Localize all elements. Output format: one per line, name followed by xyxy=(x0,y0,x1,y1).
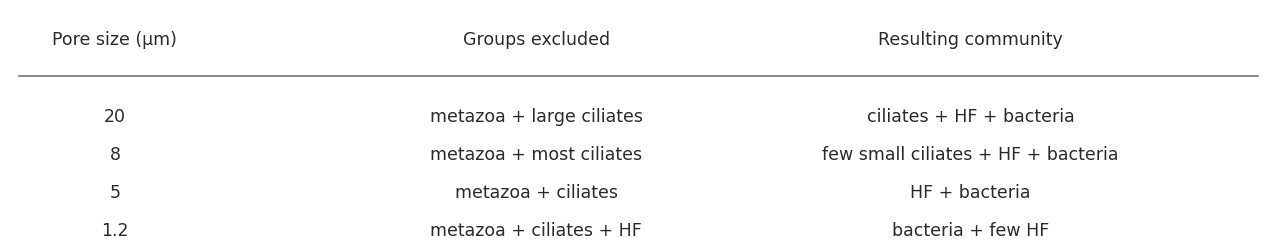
Text: metazoa + ciliates + HF: metazoa + ciliates + HF xyxy=(430,222,642,240)
Text: Resulting community: Resulting community xyxy=(879,31,1062,49)
Text: 1.2: 1.2 xyxy=(101,222,129,240)
Text: metazoa + ciliates: metazoa + ciliates xyxy=(455,184,618,202)
Text: metazoa + most ciliates: metazoa + most ciliates xyxy=(430,146,642,164)
Text: ciliates + HF + bacteria: ciliates + HF + bacteria xyxy=(867,108,1074,126)
Text: 20: 20 xyxy=(103,108,126,126)
Text: metazoa + large ciliates: metazoa + large ciliates xyxy=(430,108,642,126)
Text: Pore size (μm): Pore size (μm) xyxy=(52,31,178,49)
Text: 5: 5 xyxy=(110,184,120,202)
Text: few small ciliates + HF + bacteria: few small ciliates + HF + bacteria xyxy=(822,146,1119,164)
Text: Groups excluded: Groups excluded xyxy=(462,31,610,49)
Text: HF + bacteria: HF + bacteria xyxy=(911,184,1031,202)
Text: bacteria + few HF: bacteria + few HF xyxy=(891,222,1050,240)
Text: 8: 8 xyxy=(110,146,120,164)
